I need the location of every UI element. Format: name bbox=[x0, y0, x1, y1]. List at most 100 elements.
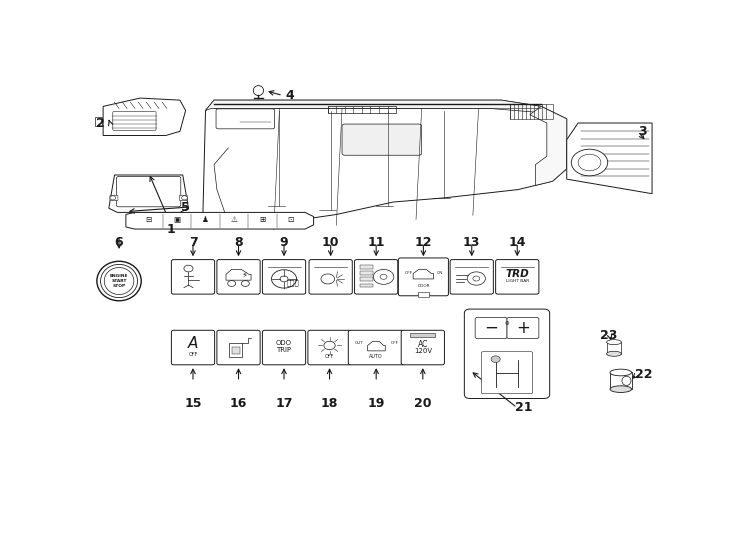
Text: 1: 1 bbox=[167, 222, 175, 235]
Text: 19: 19 bbox=[368, 397, 385, 410]
Bar bbox=[328, 105, 396, 113]
Polygon shape bbox=[109, 175, 189, 212]
Bar bbox=[232, 347, 239, 354]
FancyBboxPatch shape bbox=[355, 260, 398, 294]
FancyBboxPatch shape bbox=[179, 195, 187, 200]
Polygon shape bbox=[530, 106, 567, 185]
Text: 18: 18 bbox=[321, 397, 338, 410]
Text: 12: 12 bbox=[415, 237, 432, 249]
FancyBboxPatch shape bbox=[216, 109, 275, 129]
Text: A: A bbox=[188, 336, 198, 351]
FancyBboxPatch shape bbox=[450, 260, 493, 294]
Circle shape bbox=[578, 154, 601, 171]
FancyBboxPatch shape bbox=[217, 330, 260, 365]
Ellipse shape bbox=[104, 267, 134, 294]
Text: 14: 14 bbox=[509, 237, 526, 249]
Text: 9: 9 bbox=[280, 237, 288, 249]
Ellipse shape bbox=[253, 85, 264, 96]
Text: 5: 5 bbox=[181, 200, 190, 213]
Circle shape bbox=[110, 196, 116, 200]
Text: 6: 6 bbox=[115, 237, 123, 249]
Circle shape bbox=[491, 356, 500, 362]
Polygon shape bbox=[95, 117, 102, 126]
Text: STOP: STOP bbox=[112, 284, 126, 288]
Circle shape bbox=[571, 149, 608, 176]
FancyBboxPatch shape bbox=[117, 177, 181, 207]
Text: DOOR: DOOR bbox=[417, 284, 429, 288]
Text: LIGHT BAR: LIGHT BAR bbox=[506, 279, 529, 283]
Text: OUT: OUT bbox=[355, 341, 364, 345]
Bar bbox=[360, 277, 373, 281]
Text: 22: 22 bbox=[635, 368, 653, 381]
FancyBboxPatch shape bbox=[482, 352, 533, 394]
Text: 4: 4 bbox=[286, 89, 294, 102]
FancyBboxPatch shape bbox=[465, 309, 550, 399]
Text: ON: ON bbox=[437, 271, 443, 275]
Polygon shape bbox=[103, 98, 186, 136]
Ellipse shape bbox=[610, 369, 631, 376]
Text: 2: 2 bbox=[96, 117, 105, 130]
Text: ⊟: ⊟ bbox=[145, 214, 152, 224]
Bar bbox=[610, 373, 631, 389]
Polygon shape bbox=[126, 212, 313, 229]
Text: ▣: ▣ bbox=[173, 214, 181, 224]
Ellipse shape bbox=[101, 265, 137, 298]
Polygon shape bbox=[206, 100, 541, 113]
Text: AUTO: AUTO bbox=[369, 354, 383, 359]
FancyBboxPatch shape bbox=[172, 260, 214, 294]
FancyBboxPatch shape bbox=[349, 330, 404, 365]
Bar bbox=[360, 284, 373, 287]
FancyBboxPatch shape bbox=[475, 318, 507, 339]
Text: 20: 20 bbox=[414, 397, 432, 410]
Text: AC: AC bbox=[418, 340, 428, 349]
Ellipse shape bbox=[606, 340, 622, 345]
Text: 10: 10 bbox=[322, 237, 339, 249]
FancyBboxPatch shape bbox=[263, 260, 305, 294]
Bar bbox=[418, 293, 429, 298]
Text: OFF: OFF bbox=[189, 352, 197, 357]
Ellipse shape bbox=[97, 261, 141, 301]
Text: 120V: 120V bbox=[414, 348, 432, 354]
Text: ODO: ODO bbox=[276, 340, 292, 346]
Text: 16: 16 bbox=[230, 397, 247, 410]
Text: ⚠: ⚠ bbox=[230, 214, 237, 224]
Text: 17: 17 bbox=[275, 397, 293, 410]
Text: TRD: TRD bbox=[506, 268, 529, 279]
FancyBboxPatch shape bbox=[309, 260, 352, 294]
Bar bbox=[410, 333, 435, 337]
Text: 3: 3 bbox=[638, 125, 647, 138]
Text: +: + bbox=[516, 319, 530, 337]
FancyBboxPatch shape bbox=[399, 258, 448, 296]
Polygon shape bbox=[203, 100, 567, 223]
Text: 15: 15 bbox=[184, 397, 202, 410]
Text: OFF: OFF bbox=[391, 341, 399, 345]
Text: 13: 13 bbox=[463, 237, 481, 249]
Circle shape bbox=[181, 196, 187, 200]
Text: ⊡: ⊡ bbox=[288, 214, 294, 224]
Text: 8: 8 bbox=[234, 237, 243, 249]
Text: ♟: ♟ bbox=[202, 214, 209, 224]
Text: TRIP: TRIP bbox=[277, 347, 291, 353]
Text: ⚡: ⚡ bbox=[241, 271, 247, 279]
FancyBboxPatch shape bbox=[342, 124, 421, 155]
FancyBboxPatch shape bbox=[263, 330, 305, 365]
Bar bbox=[510, 104, 553, 119]
Text: −: − bbox=[484, 319, 498, 337]
Text: OFF: OFF bbox=[405, 271, 413, 275]
Text: OFF: OFF bbox=[325, 354, 334, 359]
Text: 𝅘𝅥𝅮: 𝅘𝅥𝅮 bbox=[287, 280, 299, 286]
Text: 7: 7 bbox=[189, 237, 197, 249]
FancyBboxPatch shape bbox=[495, 260, 539, 294]
FancyBboxPatch shape bbox=[113, 111, 156, 131]
Text: 21: 21 bbox=[515, 401, 533, 414]
FancyBboxPatch shape bbox=[217, 260, 260, 294]
Bar bbox=[230, 343, 242, 357]
Bar bbox=[360, 265, 373, 268]
Ellipse shape bbox=[610, 386, 631, 393]
FancyBboxPatch shape bbox=[507, 318, 539, 339]
Ellipse shape bbox=[606, 352, 622, 356]
Text: ENGINE: ENGINE bbox=[110, 274, 128, 278]
Bar bbox=[360, 271, 373, 275]
Bar bbox=[606, 342, 622, 354]
Text: ⊛: ⊛ bbox=[505, 321, 509, 326]
